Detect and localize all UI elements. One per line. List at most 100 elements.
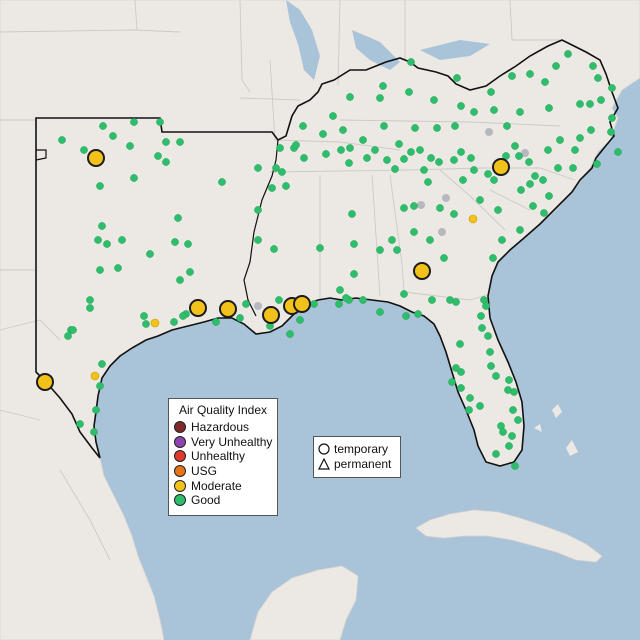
- good-site: [505, 376, 513, 384]
- good-site: [376, 308, 384, 316]
- good-site: [511, 462, 519, 470]
- good-site: [489, 254, 497, 262]
- good-sites: [58, 50, 622, 470]
- good-site: [450, 210, 458, 218]
- good-site: [98, 222, 106, 230]
- good-site: [322, 150, 330, 158]
- good-site: [410, 202, 418, 210]
- bahamas-island: [566, 440, 578, 456]
- good-site: [98, 360, 106, 368]
- legend-item-permanent: permanent: [314, 456, 400, 471]
- good-site: [118, 236, 126, 244]
- good-site: [278, 168, 286, 176]
- moderate-site: [262, 306, 280, 324]
- good-site: [593, 160, 601, 168]
- moderate-site: [87, 149, 105, 167]
- good-site: [494, 206, 502, 214]
- moderate-site: [219, 300, 237, 318]
- good-site: [517, 186, 525, 194]
- temporary-label: temporary: [334, 441, 389, 456]
- good-site: [336, 286, 344, 294]
- good-site: [428, 296, 436, 304]
- legend-label: Very Unhealthy: [191, 434, 273, 449]
- monitor-type-legend: temporary permanent: [313, 436, 401, 478]
- good-site: [99, 122, 107, 130]
- state-boundaries: [0, 0, 576, 561]
- very-unhealthy-swatch-icon: [174, 435, 186, 448]
- good-site: [482, 302, 490, 310]
- good-site: [400, 155, 408, 163]
- good-site: [270, 245, 278, 253]
- good-site: [58, 136, 66, 144]
- good-site: [109, 132, 117, 140]
- good-site: [348, 210, 356, 218]
- good-site: [359, 296, 367, 304]
- good-site: [554, 164, 562, 172]
- good-site: [218, 178, 226, 186]
- good-site: [142, 320, 150, 328]
- good-site: [154, 152, 162, 160]
- legend-label: Good: [191, 493, 221, 508]
- good-site: [86, 304, 94, 312]
- good-site: [607, 128, 615, 136]
- good-site: [86, 296, 94, 304]
- good-site: [350, 270, 358, 278]
- moderate-swatch-icon: [174, 479, 186, 492]
- good-site: [162, 138, 170, 146]
- good-site: [476, 196, 484, 204]
- good-site: [503, 122, 511, 130]
- hazardous-swatch-icon: [174, 421, 186, 434]
- good-site: [457, 102, 465, 110]
- moderate-site: [293, 295, 311, 313]
- good-site: [186, 268, 194, 276]
- good-site: [589, 62, 597, 70]
- good-site: [509, 406, 517, 414]
- good-site: [140, 312, 148, 320]
- good-site: [329, 112, 337, 120]
- moderate-site: [189, 299, 207, 317]
- good-site: [498, 236, 506, 244]
- good-site: [383, 156, 391, 164]
- good-site: [499, 428, 507, 436]
- good-site: [393, 246, 401, 254]
- good-site: [490, 106, 498, 114]
- good-site: [544, 146, 552, 154]
- good-site: [176, 276, 184, 284]
- good-site: [184, 240, 192, 248]
- region-outline: [35, 39, 619, 467]
- good-site: [492, 372, 500, 380]
- moderate-site: [492, 158, 510, 176]
- good-site: [586, 100, 594, 108]
- good-site: [391, 165, 399, 173]
- good-site: [292, 141, 300, 149]
- good-site: [126, 142, 134, 150]
- good-site: [92, 406, 100, 414]
- good-site: [516, 108, 524, 116]
- good-site: [457, 368, 465, 376]
- good-site: [477, 312, 485, 320]
- good-site: [212, 318, 220, 326]
- good-site: [380, 122, 388, 130]
- good-site: [484, 332, 492, 340]
- good-site: [407, 148, 415, 156]
- good-site: [608, 84, 616, 92]
- good-site: [94, 236, 102, 244]
- good-site: [339, 126, 347, 134]
- legend-label: USG: [191, 464, 218, 479]
- good-site: [310, 300, 318, 308]
- good-site: [453, 74, 461, 82]
- bahamas-island: [534, 424, 542, 432]
- good-site: [552, 62, 560, 70]
- good-site: [316, 244, 324, 252]
- good-site: [146, 250, 154, 258]
- good-site: [514, 416, 522, 424]
- good-site: [487, 88, 495, 96]
- good-site: [448, 378, 456, 386]
- good-site: [457, 148, 465, 156]
- good-site: [69, 326, 77, 334]
- good-site: [286, 330, 294, 338]
- inactive-sites: [254, 128, 529, 310]
- good-site: [459, 176, 467, 184]
- good-site: [435, 158, 443, 166]
